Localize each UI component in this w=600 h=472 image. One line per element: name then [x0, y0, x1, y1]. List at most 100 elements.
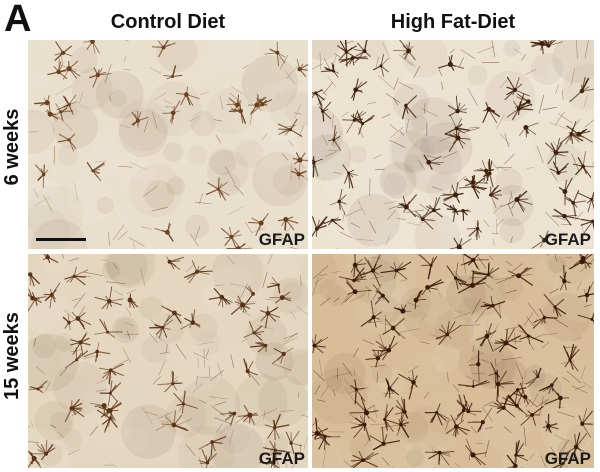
stained-cell: [537, 40, 563, 48]
stained-cell: [47, 58, 68, 80]
micrograph-6w-control: GFAP: [28, 40, 308, 249]
stained-cell: [35, 164, 49, 188]
stained-cell: [317, 98, 332, 122]
stained-cell: [351, 78, 368, 101]
stained-cell: [494, 327, 521, 353]
stained-cell: [62, 60, 81, 80]
micrograph-15w-hfd: GFAP: [312, 254, 594, 468]
stained-cell: [28, 451, 42, 468]
stained-cell: [260, 306, 280, 329]
stained-cell: [175, 86, 200, 107]
stained-cell: [538, 377, 558, 394]
stained-cell: [312, 156, 323, 178]
stained-cell: [62, 313, 78, 331]
stain-label: GFAP: [258, 230, 305, 249]
stained-cell: [467, 407, 492, 433]
stained-cell: [372, 284, 390, 305]
stained-cell: [94, 286, 124, 310]
stained-cell: [495, 369, 515, 402]
stained-cell: [525, 367, 542, 388]
stained-cell: [161, 305, 182, 324]
stained-cell: [413, 207, 436, 230]
stained-cell: [149, 315, 173, 339]
micrograph-texture: [312, 40, 594, 249]
stained-cell: [131, 110, 149, 127]
stained-cell: [157, 370, 183, 393]
stained-cell: [154, 222, 174, 242]
stained-cell: [31, 439, 56, 461]
stained-cell: [362, 254, 383, 287]
stained-cell: [263, 440, 291, 465]
stained-cell: [267, 277, 281, 294]
stained-cell: [98, 400, 122, 422]
stained-cell: [504, 76, 530, 101]
stained-cell: [296, 59, 308, 77]
stained-cell: [360, 300, 382, 328]
stained-cell: [542, 413, 559, 434]
stained-cell: [28, 288, 47, 301]
stained-cell: [577, 311, 594, 324]
stained-cell: [162, 100, 181, 125]
stained-cell: [151, 40, 176, 58]
stained-cell: [220, 226, 243, 249]
stained-cell: [312, 426, 341, 451]
stained-cell: [350, 407, 371, 441]
stained-cell: [545, 137, 569, 168]
stained-cell: [338, 267, 367, 283]
stained-cell: [580, 218, 594, 234]
stained-cell: [34, 95, 50, 107]
stained-cell: [559, 264, 571, 291]
stained-cell: [552, 208, 581, 226]
stained-cell: [55, 103, 74, 122]
stained-cell: [342, 109, 367, 134]
stained-cell: [397, 194, 417, 218]
stain-label: GFAP: [544, 449, 591, 468]
stained-cell: [98, 363, 124, 385]
stained-cell: [369, 426, 401, 451]
stained-cell: [237, 404, 259, 426]
stained-cell: [312, 334, 329, 354]
stained-cell: [578, 408, 594, 438]
stained-cell: [468, 350, 481, 382]
row-header-15-weeks: 15 weeks: [1, 312, 23, 400]
stained-cell: [565, 190, 586, 217]
stained-cell: [507, 267, 533, 286]
stained-cell: [465, 438, 487, 466]
stained-cell: [413, 289, 427, 310]
stained-cell: [489, 185, 503, 209]
stained-cell: [480, 295, 506, 318]
stained-cell: [383, 404, 402, 432]
stained-cell: [228, 100, 246, 124]
stained-cell: [163, 65, 183, 80]
stained-cell: [401, 95, 418, 120]
stained-cell: [94, 318, 123, 338]
stained-cell: [269, 291, 292, 304]
scale-bar: [36, 238, 86, 241]
stained-cell: [489, 395, 516, 418]
stained-cell: [99, 380, 122, 407]
stained-cell: [208, 288, 233, 308]
stained-cell: [198, 449, 217, 468]
stained-cell: [365, 346, 387, 368]
column-header-high-fat: High Fat-Diet: [390, 11, 516, 33]
stained-cell: [89, 67, 112, 88]
stained-cell: [271, 347, 294, 365]
micrograph-texture: [312, 254, 594, 468]
stained-cell: [64, 266, 89, 286]
stained-cell: [329, 188, 347, 216]
stained-cell: [445, 414, 470, 438]
stained-cell: [466, 219, 483, 241]
stained-cell: [438, 54, 465, 71]
stained-cell: [519, 122, 539, 138]
stained-cell: [532, 308, 558, 329]
stained-cell: [471, 262, 500, 285]
stained-cell: [83, 40, 100, 54]
stained-cell: [544, 388, 570, 409]
panel-letter: A: [4, 0, 32, 40]
stained-cell: [372, 54, 389, 77]
stained-cell: [424, 403, 450, 426]
stained-cell: [567, 432, 587, 460]
stained-cell: [127, 293, 139, 309]
stained-cell: [543, 293, 567, 317]
stained-cell: [28, 272, 40, 287]
